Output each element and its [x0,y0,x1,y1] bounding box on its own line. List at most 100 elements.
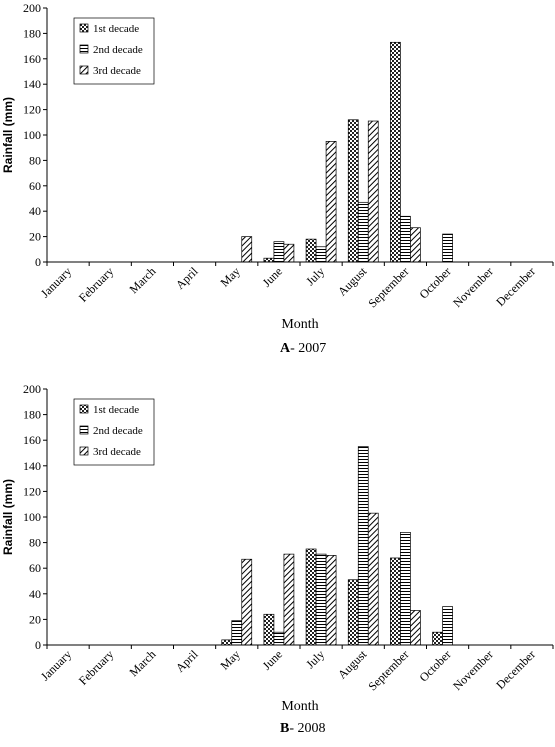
y-tick-label: 100 [23,510,41,524]
legend-label: 3rd decade [93,446,141,458]
legend-swatch [79,446,89,456]
bar [283,243,295,263]
x-tick-label: August [335,647,370,682]
y-tick-label: 20 [29,230,41,244]
x-tick-label: October [416,264,453,301]
x-tick-label: April [173,264,201,292]
x-tick-label: June [260,264,285,289]
legend-label: 1st decade [93,404,139,416]
y-tick-label: 160 [23,52,41,66]
legend: 1st decade 2nd decade 3rd decade [73,17,155,85]
x-tick-label: July [303,647,327,671]
x-tick-label: July [303,264,327,288]
x-tick-label: February [76,264,117,305]
bar [241,236,253,263]
x-axis-label: Month [281,317,318,332]
y-tick-label: 120 [23,103,41,117]
x-tick-label: October [416,647,453,684]
x-tick-label: May [217,647,242,672]
x-tick-label: June [260,647,285,672]
bar [305,238,317,263]
bar [390,557,401,646]
bar [325,555,337,646]
bar [305,548,317,646]
x-tick-label: March [126,647,158,679]
legend-swatch [79,404,89,414]
bar [221,639,233,646]
legend: 1st decade 2nd decade 3rd decade [73,398,155,466]
y-tick-label: 80 [29,536,41,550]
caption-letter: B [280,721,289,736]
bar [367,120,379,263]
bar [315,246,327,263]
bar [273,631,285,646]
bar [263,613,275,646]
y-tick-label: 180 [23,408,41,422]
x-tick-label: February [76,647,117,688]
legend-swatch [79,65,89,75]
legend-swatch [79,425,89,435]
bar [357,201,369,263]
x-tick-label: May [217,264,242,289]
bar [367,512,379,646]
x-tick-label: November [450,264,496,310]
x-tick-label: December [493,264,538,309]
caption-letter: A [280,341,291,356]
bar [283,553,295,646]
y-tick-label: 80 [29,153,41,167]
y-tick-label: 140 [23,77,41,91]
bar [263,257,275,263]
y-tick-label: 60 [29,561,41,575]
bar [390,41,401,263]
bar [315,553,327,646]
y-axis-label: Rainfall (mm) [1,479,15,555]
y-tick-label: 200 [23,382,41,396]
legend-label: 1st decade [93,23,139,35]
y-axis-label: Rainfall (mm) [1,97,15,173]
legend-label: 3rd decade [93,65,141,77]
y-tick-label: 100 [23,128,41,142]
caption: B- 2008 [280,721,326,736]
x-tick-label: March [126,264,158,296]
bar [410,227,421,263]
x-tick-label: September [365,264,411,310]
x-tick-label: January [38,647,74,683]
bar [273,241,285,263]
bar [347,579,359,646]
y-tick-label: 40 [29,204,41,218]
y-tick-label: 120 [23,484,41,498]
bar [357,446,369,646]
y-tick-label: 160 [23,433,41,447]
bar [432,631,443,646]
y-tick-label: 180 [23,26,41,40]
bar [325,141,337,263]
y-tick-label: 40 [29,587,41,601]
caption: A- 2007 [280,341,326,356]
y-tick-label: 200 [23,1,41,15]
bar [400,532,411,646]
y-tick-label: 20 [29,612,41,626]
bar [410,610,421,646]
bar [347,119,359,263]
y-tick-label: 0 [35,638,41,652]
x-tick-label: November [450,647,496,693]
bar [442,606,453,646]
caption-text: - 2008 [289,721,325,736]
x-tick-label: April [173,647,201,675]
x-tick-label: August [335,264,370,299]
caption-text: - 2007 [290,341,326,356]
y-tick-label: 60 [29,179,41,193]
bar [442,233,453,263]
legend-swatch [79,44,89,54]
x-tick-label: September [365,647,411,693]
legend-label: 2nd decade [93,425,143,437]
x-axis-label: Month [281,699,318,714]
x-tick-label: January [38,264,74,300]
y-tick-label: 140 [23,459,41,473]
bar [231,620,243,646]
legend-label: 2nd decade [93,44,143,56]
y-tick-label: 0 [35,255,41,269]
bar [241,558,253,646]
